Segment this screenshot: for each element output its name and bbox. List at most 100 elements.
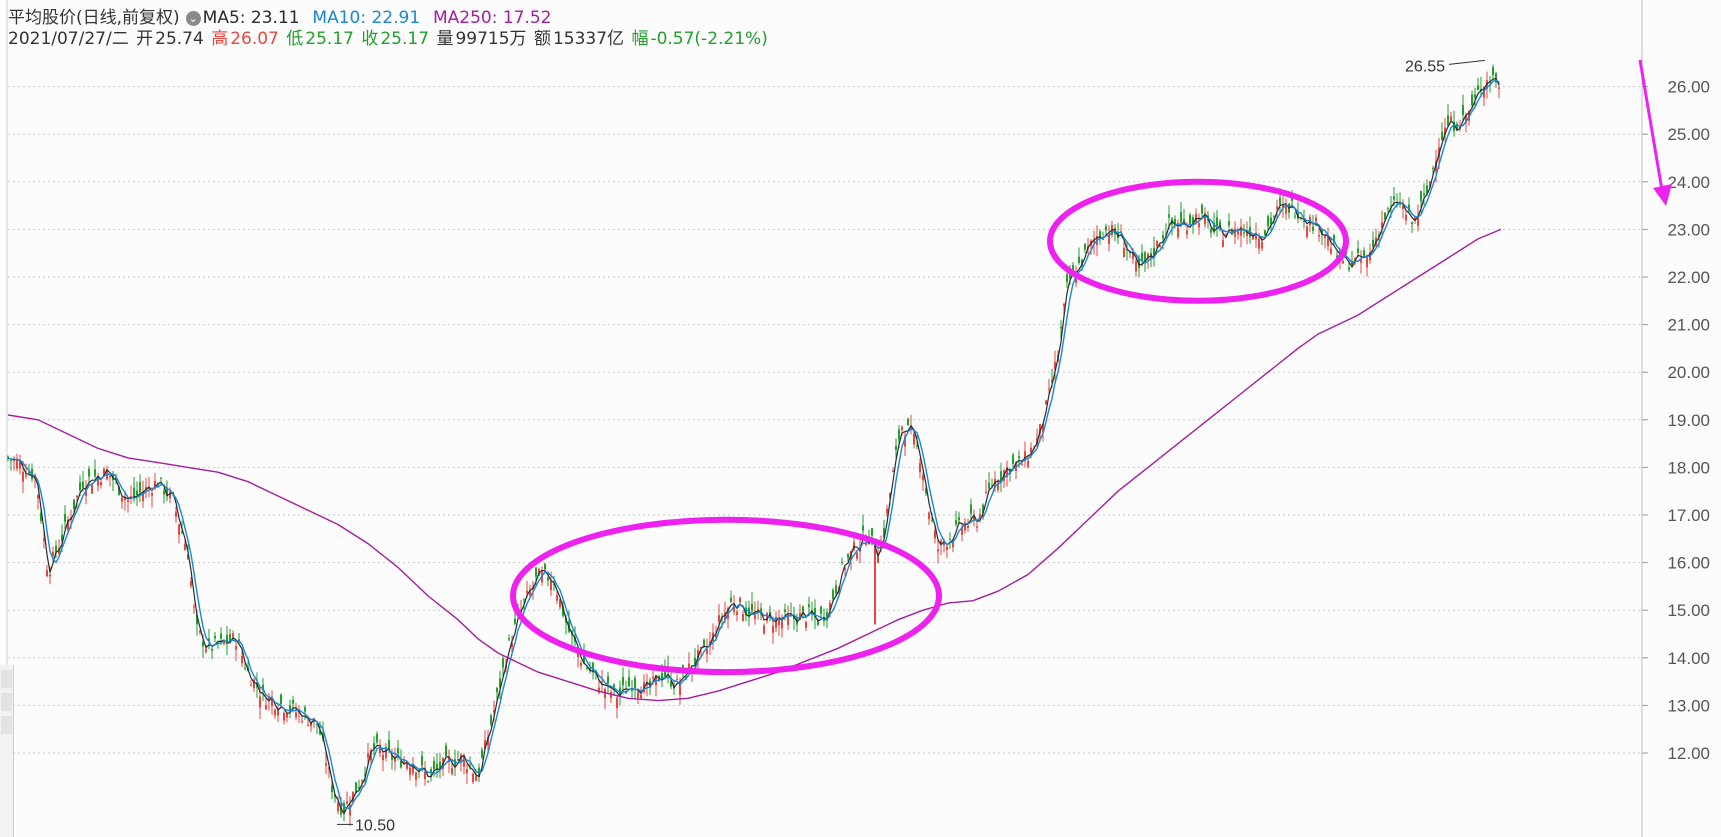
y-tick-label: 22.00	[1667, 268, 1710, 287]
candle-body	[1183, 218, 1185, 222]
volume-label: 量	[436, 29, 454, 49]
ma10-label: MA10: 22.91	[312, 8, 421, 28]
candle-body	[1039, 424, 1041, 434]
candle-body	[343, 803, 345, 813]
candle-body	[1402, 205, 1404, 209]
candle-body	[1465, 114, 1467, 123]
candle-body	[382, 754, 384, 761]
candle-body	[1099, 231, 1101, 238]
candle-body	[334, 794, 336, 798]
y-tick-label: 15.00	[1667, 601, 1710, 620]
candle-body	[286, 713, 288, 718]
candle-body	[1213, 222, 1215, 231]
candle-body	[601, 681, 603, 683]
candle-body	[1084, 243, 1086, 250]
candle-body	[1009, 469, 1011, 475]
candle-body	[736, 611, 738, 615]
candle-body	[454, 759, 456, 767]
close-value: 25.17	[380, 29, 430, 49]
candle-body	[622, 676, 624, 686]
candle-body	[706, 649, 708, 655]
candle-body	[799, 612, 801, 620]
candle-body	[856, 552, 858, 559]
candle-body	[1258, 238, 1260, 249]
candle-body	[562, 605, 564, 616]
candle-body	[973, 516, 975, 521]
candle-body	[394, 757, 396, 762]
candle-body	[997, 482, 999, 491]
candle-body	[208, 638, 210, 641]
candle-body	[1018, 456, 1020, 459]
candle-body	[1192, 217, 1194, 224]
candle-body	[1453, 121, 1455, 131]
toolbar-button[interactable]	[1, 716, 12, 734]
toolbar-button[interactable]	[1, 670, 12, 688]
candle-body	[193, 606, 195, 608]
candle-body	[445, 745, 447, 756]
candle-body	[634, 678, 636, 689]
candle-body	[664, 668, 666, 677]
trend-arrow-head	[1653, 184, 1672, 206]
candle-body	[97, 476, 99, 486]
candle-body	[433, 760, 435, 769]
toolbar-button[interactable]	[1, 693, 12, 711]
candle-body	[487, 736, 489, 746]
candle-body	[127, 500, 129, 502]
candle-body	[1282, 204, 1284, 209]
candle-body	[835, 585, 837, 594]
candle-body	[175, 511, 177, 517]
candle-body	[1390, 205, 1392, 207]
candle-body	[1231, 230, 1233, 235]
candle-body	[274, 709, 276, 716]
candle-body	[1270, 217, 1272, 225]
high-price-label: 26.55	[1405, 58, 1445, 75]
candle-body	[1393, 196, 1395, 200]
candle-body	[250, 685, 252, 687]
candle-body	[1072, 265, 1074, 271]
candle-body	[367, 753, 369, 758]
candle-body	[214, 636, 216, 639]
candle-body	[1444, 127, 1446, 135]
candle-body	[961, 526, 963, 535]
candle-body	[1321, 229, 1323, 235]
candle-body	[409, 767, 411, 775]
candle-body	[1186, 230, 1188, 235]
candle-body	[163, 491, 165, 495]
candle-body	[877, 556, 879, 563]
candle-body	[1255, 232, 1257, 240]
candle-body	[763, 625, 765, 634]
candle-body	[256, 683, 258, 688]
candle-body	[40, 512, 42, 521]
candle-body	[1360, 259, 1362, 263]
candle-body	[1108, 234, 1110, 245]
candle-body	[865, 543, 867, 545]
candle-body	[325, 763, 327, 766]
candle-body	[550, 580, 552, 591]
candle-body	[1051, 380, 1053, 382]
candle-body	[358, 786, 360, 789]
candle-body	[643, 682, 645, 692]
candle-body	[10, 460, 12, 462]
candle-body	[1456, 123, 1458, 130]
candle-body	[211, 648, 213, 651]
candle-body	[1078, 256, 1080, 263]
candle-body	[49, 574, 51, 577]
candle-body	[469, 765, 471, 767]
candle-body	[1423, 193, 1425, 196]
candle-body	[739, 597, 741, 603]
candle-body	[28, 471, 30, 473]
candle-body	[205, 648, 207, 652]
candle-body	[1132, 252, 1134, 259]
candle-body	[895, 445, 897, 450]
candle-body	[787, 614, 789, 626]
candle-body	[424, 771, 426, 780]
candle-body	[970, 504, 972, 514]
y-tick-label: 20.00	[1667, 363, 1710, 382]
candle-body	[931, 519, 933, 521]
left-toolbar	[0, 665, 14, 837]
dropdown-icon[interactable]: ⌄	[185, 11, 201, 26]
candle-body	[907, 418, 909, 426]
candle-body	[187, 554, 189, 560]
candle-body	[220, 633, 222, 639]
